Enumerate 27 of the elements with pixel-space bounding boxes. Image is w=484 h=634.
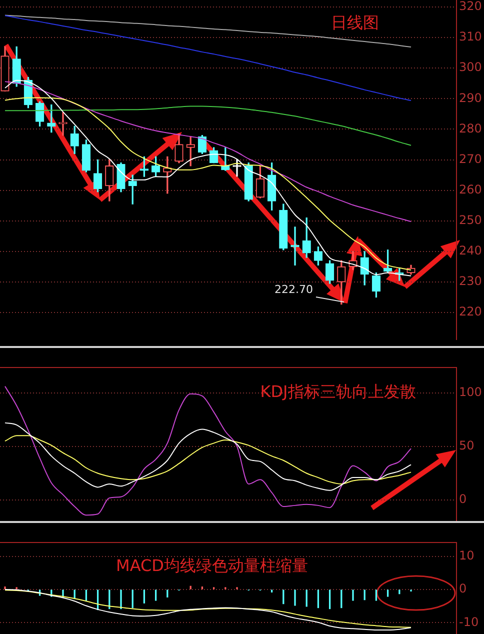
line-series (4, 422, 412, 491)
candlestick (290, 226, 300, 266)
y-tick-label: -10 (459, 614, 479, 629)
annotation: KDJ指标三轨向上发散 (260, 382, 416, 402)
y-tick-label: 0 (459, 582, 467, 596)
annotation: 222.70 (274, 282, 313, 296)
y-tick-label: 260 (459, 182, 482, 196)
y-tick-label: 220 (459, 304, 482, 319)
y-tick-label: 10 (459, 548, 474, 562)
y-tick-label: 300 (459, 60, 482, 74)
y-tick-label: 290 (459, 90, 482, 105)
line-series (4, 14, 412, 48)
y-tick-label: 0 (459, 492, 467, 506)
line-series (4, 15, 412, 102)
y-tick-label: 320 (459, 0, 482, 14)
y-tick-label: 270 (459, 152, 482, 166)
y-tick-label: 250 (459, 212, 482, 227)
y-tick-label: 240 (459, 244, 482, 258)
candlestick (232, 159, 242, 177)
y-tick-label: 310 (459, 30, 482, 44)
y-tick-label: 230 (459, 274, 482, 288)
text: 日线图 (331, 13, 379, 32)
y-tick-label: 280 (459, 121, 482, 136)
line-series (4, 435, 412, 484)
annotation: MACD均线绿色动量柱缩量 (116, 556, 308, 576)
y-tick-label: 100 (459, 384, 482, 399)
y-tick-label: 50 (459, 438, 474, 453)
